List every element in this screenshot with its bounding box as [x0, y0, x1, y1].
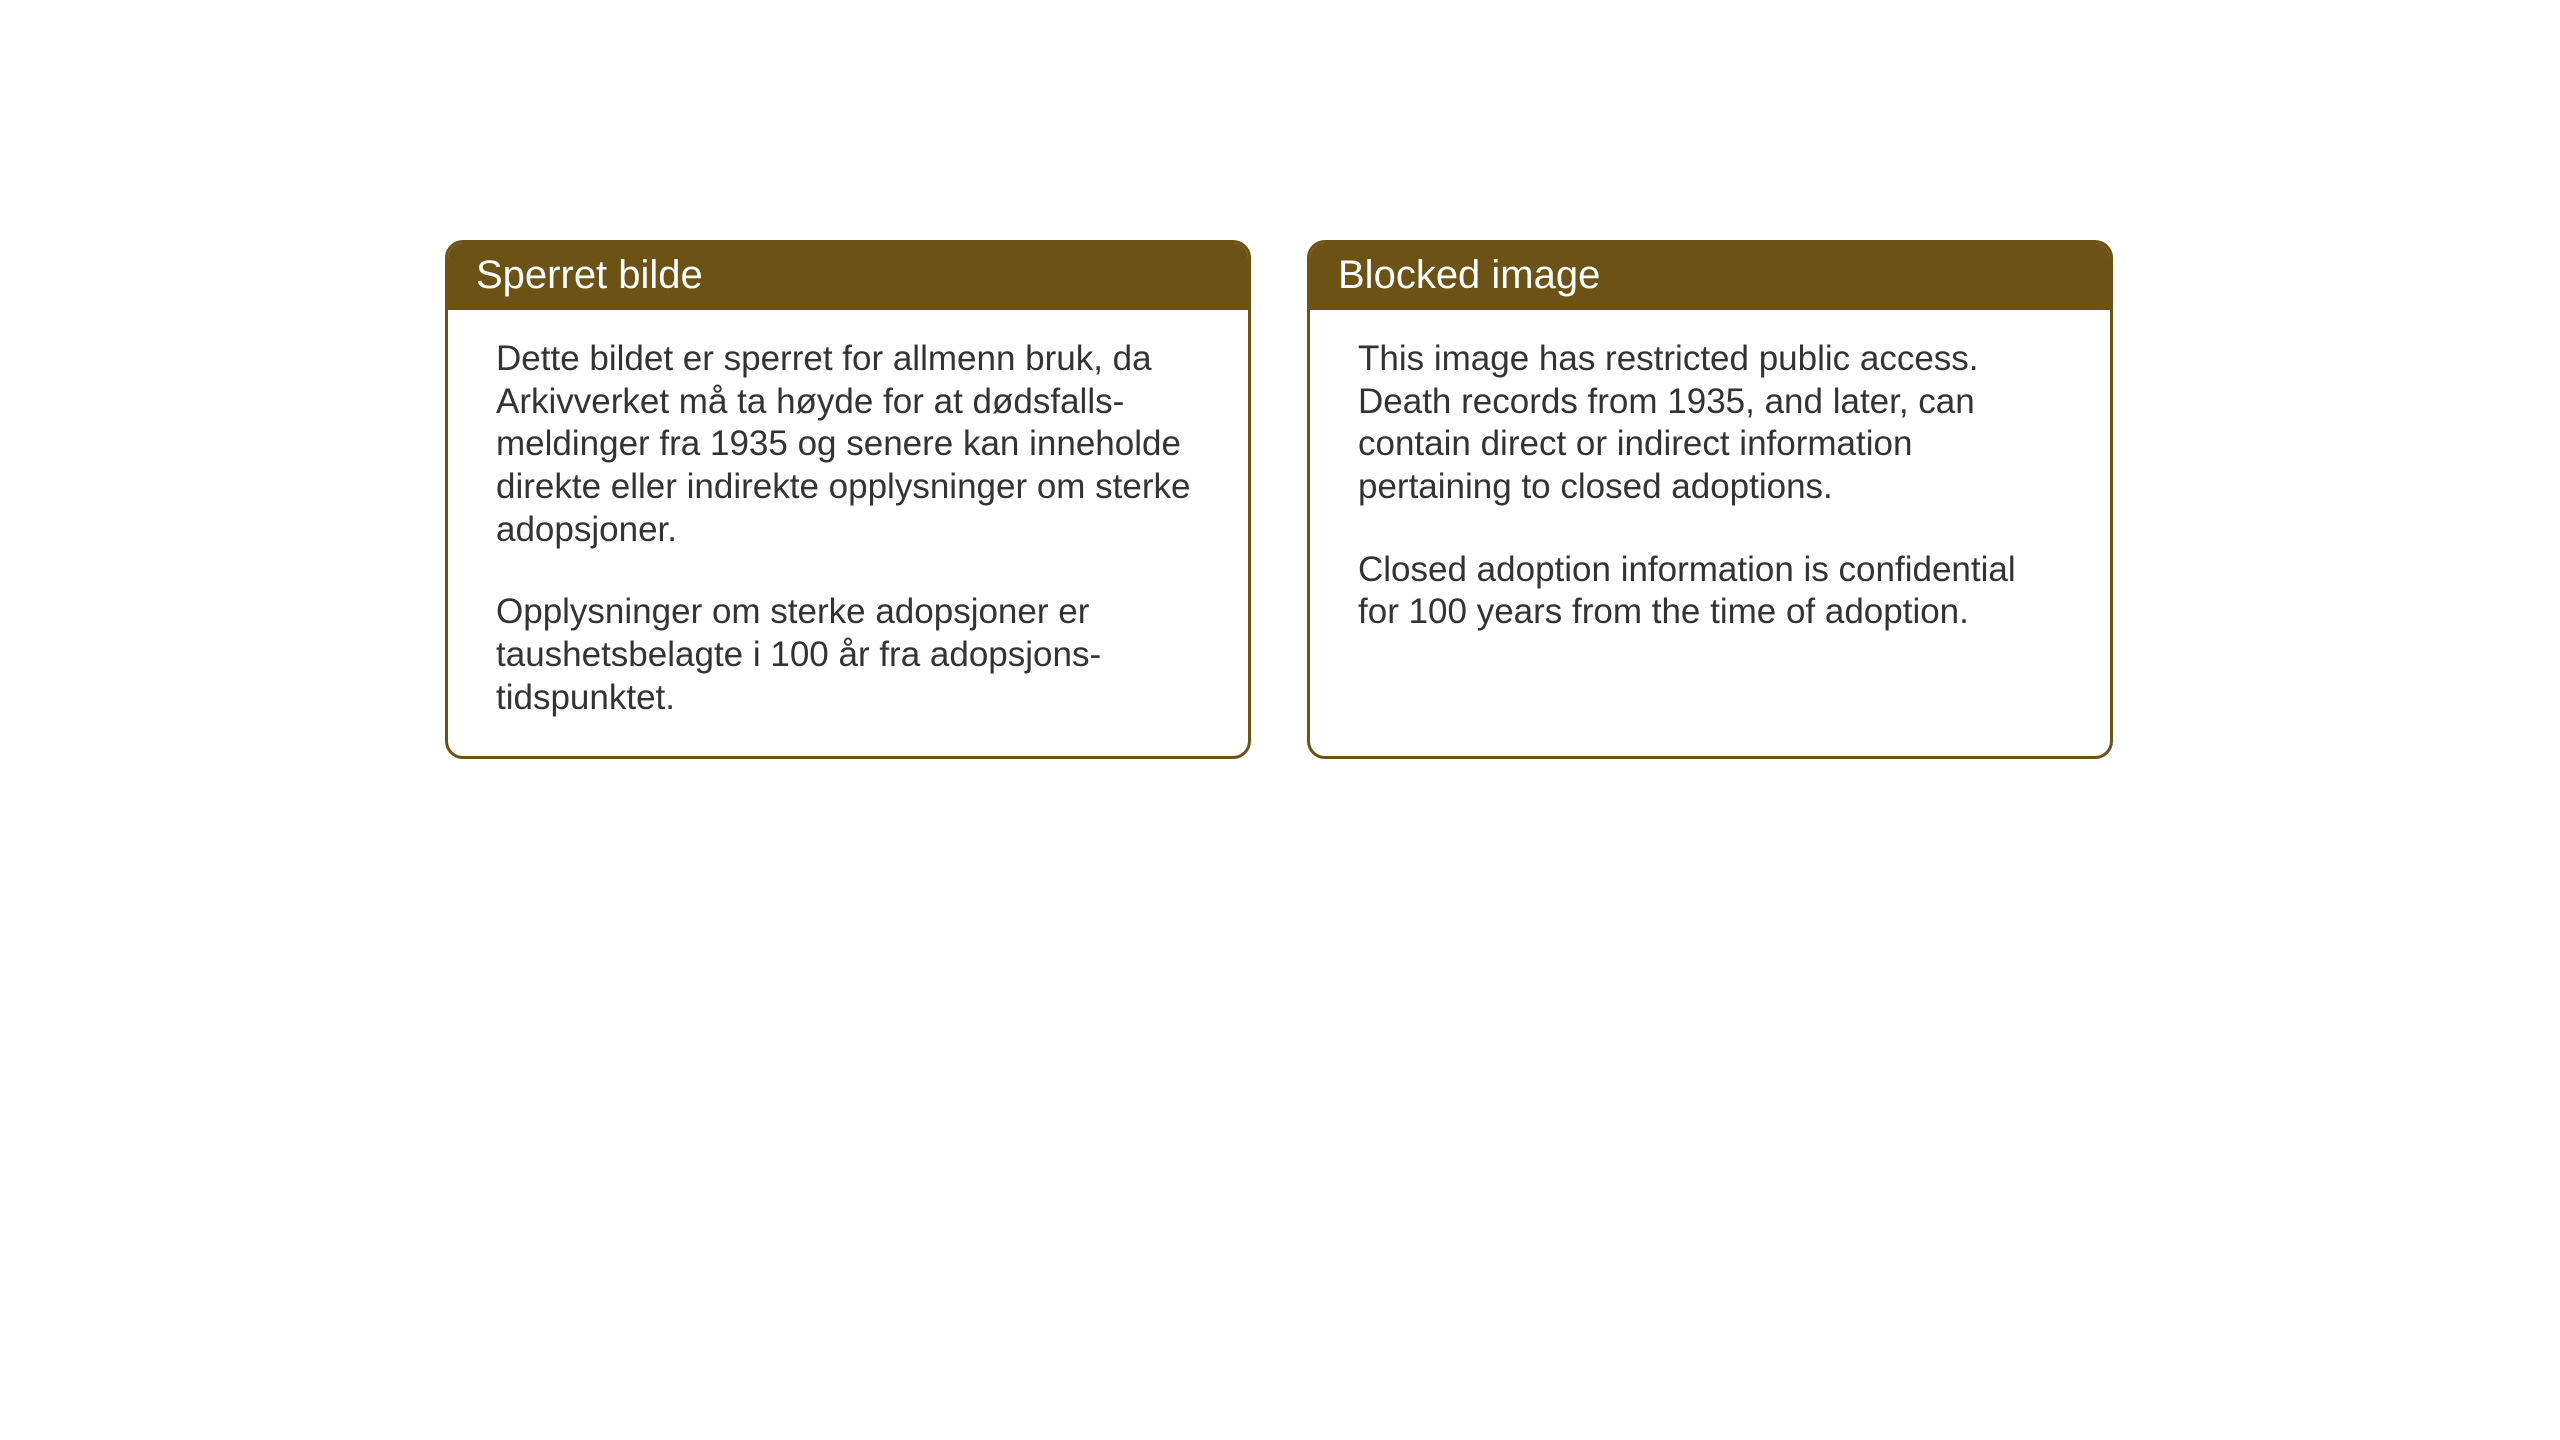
notice-card-header-english: Blocked image	[1310, 243, 2110, 310]
notice-paragraph-1-norwegian: Dette bildet er sperret for allmenn bruk…	[496, 338, 1200, 551]
notice-cards-container: Sperret bilde Dette bildet er sperret fo…	[445, 240, 2113, 759]
notice-card-english: Blocked image This image has restricted …	[1307, 240, 2113, 759]
notice-title-english: Blocked image	[1338, 253, 1600, 297]
notice-card-norwegian: Sperret bilde Dette bildet er sperret fo…	[445, 240, 1251, 759]
notice-card-body-norwegian: Dette bildet er sperret for allmenn bruk…	[448, 310, 1248, 756]
notice-card-body-english: This image has restricted public access.…	[1310, 310, 2110, 670]
notice-title-norwegian: Sperret bilde	[476, 253, 703, 297]
notice-paragraph-2-norwegian: Opplysninger om sterke adopsjoner er tau…	[496, 591, 1200, 719]
notice-paragraph-2-english: Closed adoption information is confident…	[1358, 549, 2062, 634]
notice-card-header-norwegian: Sperret bilde	[448, 243, 1248, 310]
notice-paragraph-1-english: This image has restricted public access.…	[1358, 338, 2062, 509]
